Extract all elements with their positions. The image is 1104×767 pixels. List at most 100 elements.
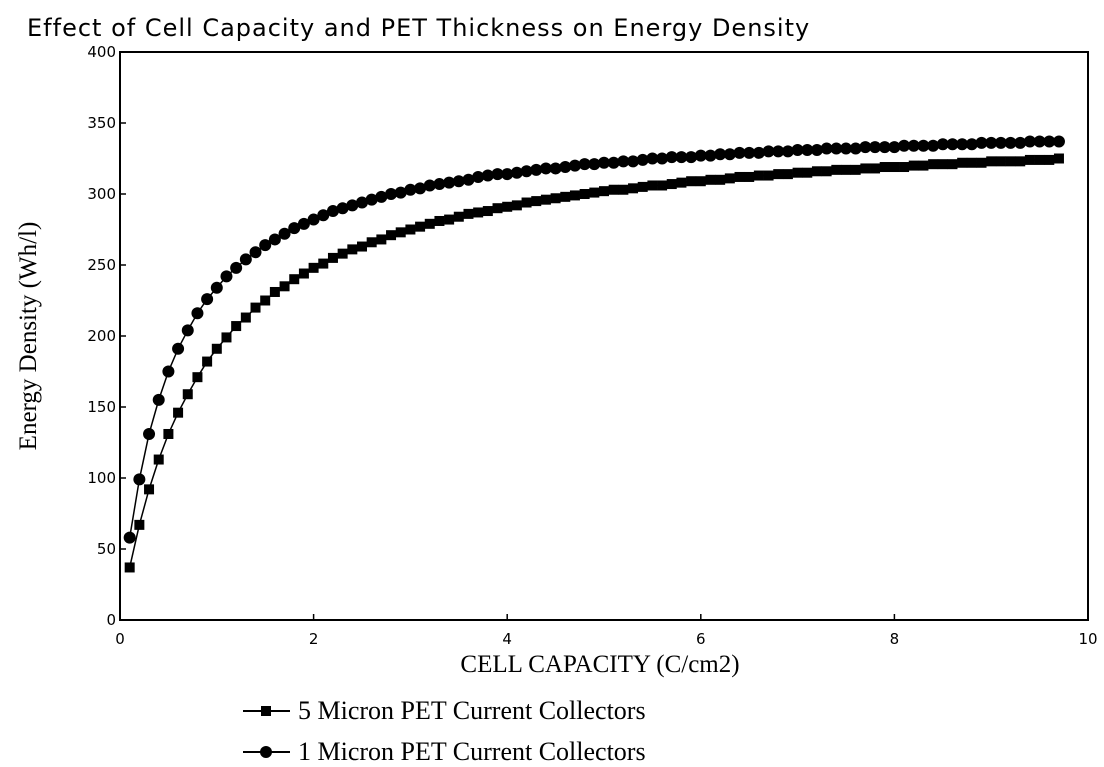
data-point	[337, 248, 348, 259]
data-point	[705, 174, 716, 185]
data-point	[240, 312, 251, 323]
data-point	[810, 143, 823, 156]
data-point	[327, 252, 338, 263]
data-point	[415, 221, 426, 232]
data-point	[599, 186, 609, 197]
data-point	[376, 234, 387, 245]
series-line	[128, 157, 1060, 568]
data-point	[820, 142, 833, 155]
data-point	[946, 138, 959, 151]
data-point	[502, 201, 513, 212]
x-tick-label: 8	[890, 630, 900, 648]
data-point	[869, 141, 882, 154]
data-point	[356, 196, 368, 209]
x-tick-label: 0	[115, 630, 125, 648]
data-point	[850, 164, 861, 175]
data-point	[695, 176, 706, 187]
data-point	[1033, 135, 1046, 148]
data-point	[152, 393, 165, 406]
data-point	[1052, 135, 1065, 148]
data-point	[444, 214, 455, 225]
data-point	[878, 141, 891, 154]
data-point	[957, 157, 968, 168]
data-point	[773, 169, 784, 180]
data-point	[153, 454, 164, 465]
data-point	[269, 286, 280, 297]
legend-label: 5 Micron PET Current Collectors	[298, 696, 646, 725]
data-point	[985, 136, 998, 149]
data-point	[414, 182, 427, 195]
data-point	[841, 164, 851, 175]
y-tick-label: 250	[87, 256, 116, 274]
data-point	[656, 152, 669, 165]
data-point	[521, 197, 532, 208]
data-point	[724, 173, 735, 184]
data-point	[366, 237, 377, 248]
data-point	[986, 156, 997, 167]
data-point	[657, 180, 668, 191]
data-point	[821, 166, 832, 177]
chart-title: Effect of Cell Capacity and PET Thicknes…	[27, 14, 810, 42]
data-point	[792, 167, 803, 178]
data-point	[201, 293, 214, 306]
data-point	[879, 162, 890, 173]
data-point	[752, 146, 765, 159]
data-point	[434, 215, 445, 226]
data-point	[628, 183, 639, 194]
data-point	[394, 186, 407, 199]
data-point	[473, 207, 484, 218]
data-point	[550, 193, 561, 204]
data-point	[288, 222, 301, 235]
data-point	[172, 342, 185, 355]
data-point	[617, 155, 630, 168]
data-point	[210, 281, 223, 294]
data-point	[357, 241, 367, 252]
data-point	[781, 145, 794, 158]
data-point	[134, 519, 145, 530]
data-point	[143, 427, 156, 440]
data-point	[936, 138, 949, 151]
data-point	[452, 175, 465, 188]
data-point	[995, 156, 1006, 167]
data-point	[908, 160, 919, 171]
x-tick-label: 6	[696, 630, 706, 648]
data-point	[994, 136, 1007, 149]
data-point	[762, 145, 775, 158]
data-point	[346, 199, 359, 212]
data-point	[947, 159, 958, 170]
y-axis-label: Energy Density (Wh/l)	[15, 222, 42, 451]
data-point	[336, 202, 349, 215]
data-point	[163, 428, 174, 439]
data-point	[589, 187, 600, 198]
data-point	[492, 203, 503, 214]
data-point	[202, 356, 213, 367]
data-point	[956, 138, 969, 151]
data-point	[830, 142, 843, 155]
data-point	[318, 258, 329, 269]
data-point	[317, 209, 330, 222]
y-tick-label: 150	[87, 398, 116, 416]
data-point	[259, 239, 272, 252]
data-point	[715, 174, 726, 185]
data-point	[279, 281, 290, 292]
data-point	[1004, 136, 1017, 149]
data-point	[636, 153, 649, 166]
data-point	[540, 194, 551, 205]
data-point	[560, 191, 571, 202]
x-axis-label: CELL CAPACITY (C/cm2)	[460, 651, 739, 678]
data-point	[520, 165, 533, 178]
y-tick-label: 350	[87, 114, 116, 132]
data-point	[297, 217, 310, 230]
data-point	[588, 158, 601, 171]
data-point	[192, 372, 203, 383]
data-point	[1005, 156, 1016, 167]
data-point	[966, 157, 977, 168]
data-point	[481, 169, 494, 182]
data-point	[298, 268, 309, 279]
data-point	[220, 270, 233, 283]
data-point	[1034, 154, 1045, 165]
data-point	[627, 155, 640, 168]
data-point	[927, 139, 940, 152]
